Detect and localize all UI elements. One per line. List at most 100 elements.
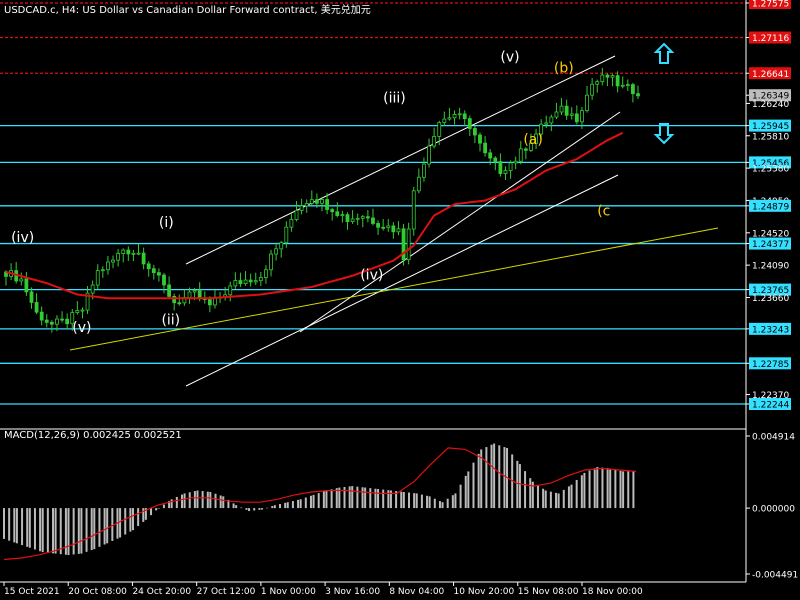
macd-bar (325, 490, 328, 509)
channel-upper-line (185, 55, 616, 265)
candle (580, 107, 584, 129)
channel-lower-line (185, 174, 619, 387)
price-label-13: 1.24090 (752, 262, 789, 272)
candle (600, 67, 605, 86)
macd-bar (253, 508, 256, 511)
macd-bar (348, 486, 351, 509)
macd-bar (518, 464, 521, 509)
macd-bar (415, 493, 418, 509)
candle (116, 249, 121, 267)
macd-bar (632, 471, 635, 509)
candle (559, 97, 564, 115)
macd-bar (52, 508, 55, 554)
candle (605, 73, 610, 87)
macd-bar (451, 495, 454, 509)
candle (574, 105, 579, 125)
macd-bar (260, 508, 263, 510)
macd-bar (335, 488, 338, 509)
macd-bar (498, 445, 501, 509)
macd-bar (64, 508, 67, 555)
candle (60, 311, 64, 323)
macd-bar (119, 508, 122, 538)
candle (503, 166, 508, 181)
price-label-11: 1.24520 (752, 229, 789, 239)
candle (65, 313, 70, 329)
macd-bar (503, 447, 506, 509)
macd-bar (433, 498, 436, 509)
candle (167, 276, 171, 300)
macd-bar (614, 469, 617, 509)
macd-bar (377, 489, 380, 509)
candle (590, 77, 595, 100)
macd-bar (464, 475, 467, 509)
macd-bar (619, 470, 622, 509)
macd-bar (557, 493, 560, 509)
candle (427, 138, 431, 168)
macd-bar (387, 490, 390, 509)
candle (371, 208, 375, 226)
price-label-12: 1.24377 (752, 240, 789, 250)
candle (544, 115, 549, 129)
candle (24, 271, 29, 296)
candle (9, 263, 13, 281)
candle (34, 293, 39, 315)
candle (498, 153, 503, 177)
candle (264, 265, 268, 284)
candle (569, 107, 574, 120)
macd-bar (536, 485, 539, 509)
candle (279, 240, 284, 258)
candle (44, 314, 49, 328)
candle (49, 320, 54, 333)
macd-bar (299, 499, 302, 509)
candle (315, 193, 319, 209)
macd-bar (490, 444, 493, 509)
macd-bar (555, 492, 558, 509)
macd-bar (480, 449, 483, 509)
macd-bar (627, 471, 630, 509)
candle (177, 294, 182, 306)
macd-bar (266, 507, 269, 509)
macd-bar (124, 508, 127, 535)
candle (85, 285, 90, 314)
macd-bar (240, 507, 243, 509)
candle (396, 221, 401, 236)
candle (350, 210, 355, 224)
candle (340, 210, 345, 223)
macd-bar (196, 490, 199, 509)
candle (376, 220, 380, 235)
candle (585, 85, 589, 113)
candle (457, 107, 462, 120)
macd-bar (369, 488, 372, 509)
macd-bar (131, 508, 134, 531)
candle (365, 210, 370, 223)
candle (136, 243, 141, 256)
macd-bar (155, 508, 158, 511)
wave-label-8: (a) (523, 132, 543, 148)
macd-bar (413, 493, 416, 509)
candle (401, 223, 406, 266)
macd-bar (317, 493, 320, 509)
candle (95, 264, 100, 290)
macd-bar (106, 508, 109, 544)
candle (274, 244, 279, 261)
time-label-2: 24 Oct 20:00 (132, 587, 191, 597)
candle (70, 308, 75, 331)
macd-bar (606, 468, 609, 509)
macd-bar (54, 508, 57, 554)
candle (320, 196, 324, 212)
macd-bar (516, 460, 519, 509)
candle (289, 213, 294, 232)
macd-bar (46, 508, 49, 553)
candle (422, 157, 426, 182)
macd-bar (279, 503, 282, 509)
candle (488, 149, 493, 166)
wave-label-1: (v) (72, 320, 91, 336)
candle (309, 190, 314, 206)
candle (14, 262, 19, 284)
candle (213, 289, 217, 309)
macd-bar (402, 491, 405, 509)
candle (141, 247, 146, 270)
macd-bar (570, 484, 573, 509)
price-label-15: 1.23660 (752, 294, 789, 304)
